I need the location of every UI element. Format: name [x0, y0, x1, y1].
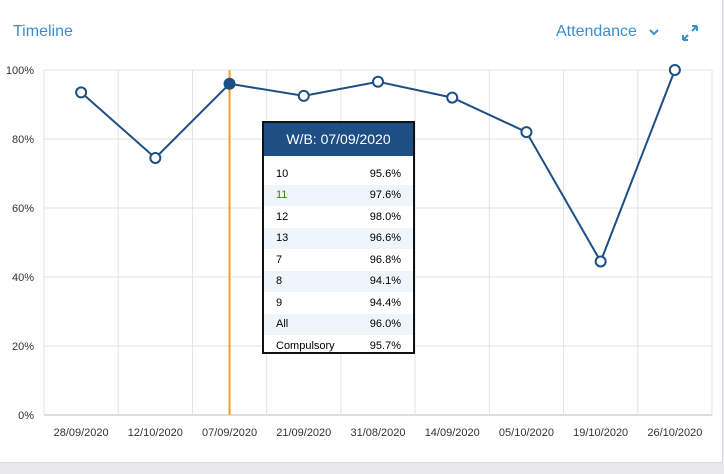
tooltip-row-value: 95.7%: [369, 339, 401, 352]
tooltip-row: 9 94.4%: [264, 292, 413, 314]
tooltip-row-label: 11: [276, 189, 288, 202]
x-tick-label: 28/09/2020: [54, 427, 109, 439]
x-tick-label: 05/10/2020: [499, 427, 554, 439]
tooltip-row-value: 98.0%: [369, 210, 401, 223]
data-point[interactable]: [297, 89, 310, 102]
tooltip-row-label: 13: [276, 232, 289, 245]
data-point[interactable]: [446, 91, 459, 104]
card-title: Timeline: [13, 23, 73, 40]
tooltip-row-value: 95.6%: [369, 167, 401, 180]
tooltip-row-value: 94.4%: [369, 296, 401, 309]
tooltip-row-value: 94.1%: [369, 275, 401, 288]
metric-dropdown[interactable]: Attendance: [556, 23, 661, 41]
tooltip-row-value: 96.6%: [369, 232, 401, 245]
y-tick-label: 40%: [12, 272, 34, 284]
tooltip-row: 7 96.8%: [264, 249, 413, 271]
chevron-down-icon: [649, 29, 659, 36]
y-axis-ticks: 0% 20% 40% 60% 80% 100%: [6, 65, 34, 422]
data-point[interactable]: [668, 64, 681, 76]
x-tick-label: 19/10/2020: [573, 427, 628, 439]
y-tick-label: 20%: [12, 341, 34, 353]
data-point[interactable]: [223, 77, 236, 90]
tooltip-row-value: 96.8%: [369, 253, 401, 266]
tooltip-title: W/B: 07/09/2020: [264, 123, 413, 156]
tooltip-row: 8 94.1%: [264, 270, 413, 292]
tooltip-row-label: 9: [276, 296, 283, 309]
data-point[interactable]: [149, 151, 162, 164]
series-points: [75, 64, 681, 268]
tooltip-row-label: 12: [276, 210, 289, 223]
data-point[interactable]: [594, 255, 607, 268]
data-point[interactable]: [520, 126, 533, 139]
x-tick-label: 07/09/2020: [202, 427, 257, 439]
tooltip-row-value: 96.0%: [369, 318, 401, 331]
y-tick-label: 80%: [12, 134, 34, 146]
timeline-card: Timeline Attendance 0% 20% 40% 60% 80% 100% 2…: [0, 0, 723, 463]
tooltip-row: 13 96.6%: [264, 227, 413, 249]
x-tick-label: 12/10/2020: [128, 427, 183, 439]
metric-dropdown-label: Attendance: [556, 23, 637, 40]
tooltip-row-label: All: [276, 318, 289, 331]
data-point[interactable]: [75, 86, 88, 99]
tooltip-row-label: Compulsory: [276, 339, 335, 352]
y-tick-label: 60%: [12, 203, 34, 215]
expand-arrows-icon[interactable]: [681, 24, 699, 42]
x-tick-label: 21/09/2020: [276, 427, 331, 439]
x-axis-ticks: 28/09/2020 12/10/2020 07/09/2020 21/09/2020…: [54, 427, 703, 439]
tooltip-row: Compulsory 95.7%: [264, 335, 413, 357]
data-point[interactable]: [372, 75, 384, 88]
y-tick-label: 100%: [6, 65, 34, 77]
tooltip-row: All 96.0%: [264, 313, 413, 335]
tooltip-row-label: 10: [276, 167, 289, 180]
y-tick-label: 0%: [18, 410, 34, 422]
tooltip-row: 10 95.6%: [264, 163, 413, 185]
tooltip-row-value: 97.6%: [369, 189, 401, 202]
tooltip-row-label: 7: [276, 253, 283, 266]
tooltip-row-label: 8: [276, 275, 283, 288]
tooltip-table: 10 95.6% 11 97.6% 12 98.0% 13 96.6% 7 96.8% 8…: [264, 163, 413, 357]
x-tick-label: 14/09/2020: [425, 427, 480, 439]
x-tick-label: 31/08/2020: [350, 427, 405, 439]
x-tick-label: 26/10/2020: [647, 427, 702, 439]
chart-tooltip: W/B: 07/09/2020 10 95.6% 11 97.6% 12 98.0% …: [262, 121, 415, 354]
tooltip-row: 11 97.6%: [264, 184, 413, 206]
tooltip-row: 12 98.0%: [264, 206, 413, 228]
